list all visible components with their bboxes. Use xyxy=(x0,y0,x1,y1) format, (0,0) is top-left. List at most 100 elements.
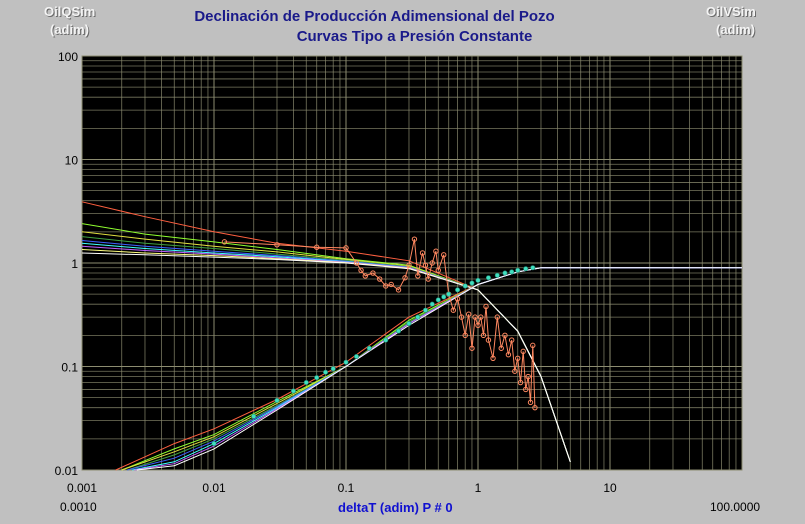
rate-data-point xyxy=(402,275,408,281)
rate-data-point xyxy=(520,348,526,355)
rate-data-point xyxy=(221,239,228,245)
rate-data-point xyxy=(505,352,512,358)
cumulative-data-point xyxy=(523,266,529,272)
rate-data-point xyxy=(314,244,320,250)
rate-data-point xyxy=(441,252,447,258)
rate-data-point xyxy=(465,311,472,317)
cumulative-data-point xyxy=(366,345,372,351)
rate-data-point xyxy=(429,260,435,266)
rate-data-point xyxy=(411,236,418,242)
rate-data-point xyxy=(523,386,529,393)
cumulative-data-point xyxy=(323,369,329,375)
rate-data-point xyxy=(370,270,376,276)
rate-data-point xyxy=(517,379,524,386)
cumulative-type-curve xyxy=(136,267,742,471)
rate-data-point xyxy=(435,267,441,274)
rate-data-point xyxy=(406,262,412,269)
rate-data-line xyxy=(224,238,536,408)
cumulative-data-series xyxy=(211,265,536,447)
plot-border xyxy=(81,55,743,471)
rate-data-point xyxy=(530,342,536,349)
cumulative-data-point xyxy=(303,380,309,386)
rate-data-point xyxy=(358,267,364,274)
rate-data-point xyxy=(383,283,389,289)
rate-data-point xyxy=(502,332,508,339)
rate-data-point xyxy=(458,314,465,320)
y-tick-label: 100 xyxy=(58,50,78,64)
rate-data-point xyxy=(395,287,402,293)
cumulative-data-point xyxy=(441,294,447,300)
rate-data-point xyxy=(353,260,360,266)
rate-data-point xyxy=(494,314,500,320)
cumulative-data-point xyxy=(290,388,296,394)
cumulative-data-point xyxy=(485,275,491,281)
cumulative-data-point xyxy=(429,301,435,307)
cumulative-data-point xyxy=(455,287,461,293)
cumulative-data-point xyxy=(494,272,500,278)
cumulative-data-point xyxy=(274,397,280,403)
cumulative-data-point xyxy=(251,413,257,419)
rate-data-point xyxy=(362,273,368,279)
cumulative-data-point xyxy=(314,375,320,381)
cumulative-data-point xyxy=(530,265,536,271)
x-min-readout: 0.0010 xyxy=(60,500,97,514)
rate-data-point xyxy=(274,242,280,248)
rate-data-point xyxy=(475,322,481,329)
right-axis-unit: (adim) xyxy=(716,22,755,37)
cumulative-data-point xyxy=(415,314,421,320)
rate-data-point xyxy=(472,314,478,320)
y-tick-label: 0.01 xyxy=(55,464,79,478)
x-tick-label: 0.01 xyxy=(202,481,226,495)
rate-data-point xyxy=(480,332,487,339)
x-tick-label: 1 xyxy=(475,481,482,495)
left-axis-name: OilQSim xyxy=(44,4,96,19)
cumulative-data-point xyxy=(330,366,336,372)
cumulative-data-point xyxy=(396,328,402,334)
chart-title-line2: Curvas Tipo a Presión Constante xyxy=(296,28,533,45)
rate-data-point xyxy=(515,355,521,362)
x-max-readout: 100.0000 xyxy=(710,500,761,514)
right-axis-name: OilVSim xyxy=(706,4,756,19)
rate-data-point xyxy=(527,399,534,406)
rate-data-point xyxy=(478,314,484,320)
y-tick-label: 0.1 xyxy=(61,361,78,375)
cumulative-data-point xyxy=(515,267,521,273)
rate-data-point xyxy=(388,281,394,288)
grid-lines xyxy=(81,55,743,471)
cumulative-data-point xyxy=(422,307,428,313)
cumulative-data-point xyxy=(509,269,515,275)
cumulative-data-point xyxy=(502,270,508,276)
chart-title-line1: Declinación de Producción Adimensional d… xyxy=(194,8,555,25)
cumulative-data-point xyxy=(343,359,349,365)
cumulative-data-point xyxy=(406,321,412,327)
cumulative-data-point xyxy=(383,337,389,343)
rate-data-point xyxy=(376,276,383,282)
rate-data-point xyxy=(343,245,349,251)
rate-data-point xyxy=(454,296,461,302)
rate-data-point xyxy=(419,250,426,256)
rate-data-point xyxy=(498,345,504,351)
rate-data-point xyxy=(433,248,439,254)
rate-data-series xyxy=(221,236,538,411)
left-axis-unit: (adim) xyxy=(50,22,89,37)
axis-tick-labels: 100 10 1 0.1 0.01 0.001 0.01 0.1 1 10 xyxy=(55,50,617,495)
rate-data-point xyxy=(469,345,475,351)
y-tick-label: 10 xyxy=(65,154,79,168)
x-tick-label: 0.001 xyxy=(67,481,97,495)
cumulative-data-point xyxy=(211,441,217,447)
rate-data-point xyxy=(425,276,431,282)
x-tick-label: 10 xyxy=(603,481,617,495)
rate-data-point xyxy=(490,355,496,362)
rate-data-point xyxy=(483,303,489,310)
x-axis-label: deltaT (adim) P # 0 xyxy=(338,500,453,515)
cumulative-type-curves xyxy=(115,267,742,471)
rate-data-point xyxy=(415,273,421,279)
cumulative-data-point xyxy=(435,297,441,303)
y-tick-label: 1 xyxy=(71,257,78,271)
rate-data-point xyxy=(532,404,538,411)
rate-data-point xyxy=(485,337,492,343)
rate-type-curves xyxy=(81,201,571,462)
cumulative-data-point xyxy=(469,280,475,286)
cumulative-data-point xyxy=(475,277,481,283)
